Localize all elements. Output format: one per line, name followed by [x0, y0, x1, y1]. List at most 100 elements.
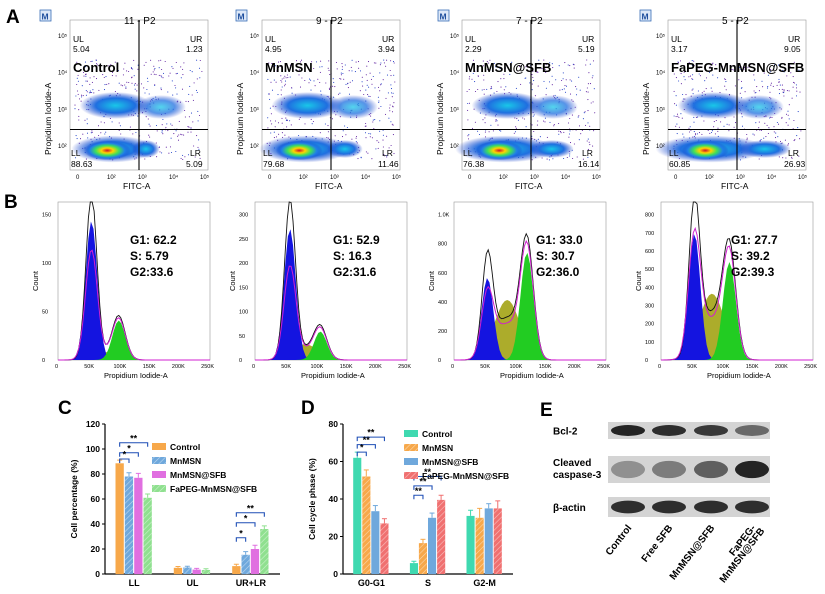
scatter-dot: [720, 121, 722, 123]
scatter-dot: [688, 127, 690, 129]
legend-label: MnMSN@SFB: [170, 470, 226, 480]
scatter-dot: [723, 125, 725, 127]
scatter-dot: [84, 73, 87, 75]
early-apoptotic-cloud: [738, 140, 791, 158]
scatter-dot: [198, 148, 200, 150]
scatter-dot: [533, 130, 535, 133]
category-label: G2-M: [473, 578, 496, 588]
scatter-dot: [515, 126, 517, 128]
flow-sample-label: Control: [73, 60, 119, 75]
legend-swatch: [404, 430, 418, 437]
scatter-dot: [783, 90, 785, 92]
histogram-y-tick-label: 0: [645, 358, 648, 364]
scatter-dot: [752, 133, 754, 135]
scatter-dot: [739, 92, 741, 94]
scatter-dot: [680, 113, 682, 115]
scatter-dot: [270, 113, 272, 115]
significance-stars: **: [367, 428, 375, 438]
scatter-dot: [86, 80, 88, 82]
scatter-dot: [792, 86, 794, 88]
scatter-dot: [390, 75, 392, 77]
scatter-dot: [520, 83, 522, 85]
scatter-dot: [758, 127, 760, 129]
scatter-dot: [114, 90, 116, 93]
scatter-dot: [88, 92, 90, 94]
scatter-dot: [679, 60, 682, 62]
scatter-dot: [76, 61, 78, 63]
scatter-dot: [384, 113, 387, 115]
scatter-dot: [490, 86, 492, 88]
scatter-dot: [196, 59, 198, 61]
scatter-dot: [793, 119, 795, 122]
scatter-dot: [505, 86, 507, 88]
histogram-y-tick-label: 0: [438, 358, 441, 364]
histogram-x-tick-label: 150K: [746, 364, 759, 370]
histogram-fit-trace: [661, 226, 813, 361]
histogram-y-tick-label: 250: [239, 237, 248, 243]
scatter-dot: [770, 82, 772, 84]
scatter-dot: [357, 158, 359, 160]
scatter-dot: [319, 81, 321, 84]
scatter-dot: [319, 132, 321, 134]
scatter-dot: [581, 129, 583, 131]
histogram-g2-area: [661, 262, 813, 360]
scatter-dot: [174, 84, 176, 87]
scatter-dot: [184, 156, 186, 158]
scatter-dot: [738, 66, 740, 69]
scatter-dot: [474, 121, 476, 123]
scatter-dot: [725, 78, 727, 81]
scatter-dot: [793, 82, 796, 84]
scatter-dot: [390, 121, 392, 123]
scatter-dot: [582, 158, 584, 160]
scatter-dot: [365, 151, 367, 153]
scatter-dot: [390, 84, 392, 86]
scatter-dot: [495, 120, 497, 122]
scatter-dot: [280, 94, 282, 96]
scatter-dot: [705, 88, 707, 90]
scatter-dot: [190, 112, 193, 114]
scatter-dot: [298, 118, 300, 120]
scatter-dot: [108, 65, 110, 67]
scatter-dot: [717, 77, 719, 79]
scatter-dot: [584, 124, 587, 126]
scatter-dot: [391, 123, 393, 125]
scatter-dot: [743, 66, 746, 68]
y-tick-label: 120: [86, 419, 100, 429]
scatter-dot: [100, 121, 102, 123]
histogram-fit-trace: [454, 239, 606, 361]
scatter-dot: [531, 83, 533, 85]
y-tick-label: 80: [329, 419, 339, 429]
scatter-dot: [126, 81, 128, 83]
scatter-dot: [345, 134, 347, 136]
flow-y-tick-label: 10⁴: [656, 70, 666, 77]
scatter-dot: [275, 136, 278, 138]
quadrant-name-ur: UR: [582, 34, 594, 44]
scatter-dot: [190, 131, 192, 133]
scatter-dot: [683, 64, 685, 67]
scatter-dot: [180, 77, 182, 79]
scatter-dot: [164, 60, 166, 63]
histogram-y-axis-label: Count: [427, 270, 436, 291]
quadrant-name-ll: LL: [263, 148, 273, 158]
histogram-g1-area: [454, 278, 606, 360]
scatter-dot: [168, 75, 170, 77]
scatter-dot: [91, 81, 93, 83]
legend-swatch: [404, 458, 418, 465]
scatter-dot: [675, 77, 677, 79]
scatter-dot: [280, 89, 282, 91]
scatter-dot: [791, 97, 793, 99]
scatter-dot: [500, 86, 502, 88]
scatter-dot: [688, 61, 690, 63]
scatter-dot: [124, 84, 126, 86]
scatter-dot: [331, 118, 334, 120]
significance-bracket: [235, 537, 247, 542]
quadrant-value-ll: 79.68: [263, 159, 285, 169]
scatter-dot: [76, 138, 78, 140]
scatter-dot: [551, 75, 553, 77]
scatter-dot: [285, 119, 287, 122]
scatter-dot: [798, 69, 800, 71]
scatter-dot: [580, 133, 582, 135]
histogram-g1-stat: G1: 27.7: [731, 233, 778, 247]
scatter-dot: [199, 77, 201, 79]
scatter-dot: [299, 61, 302, 63]
